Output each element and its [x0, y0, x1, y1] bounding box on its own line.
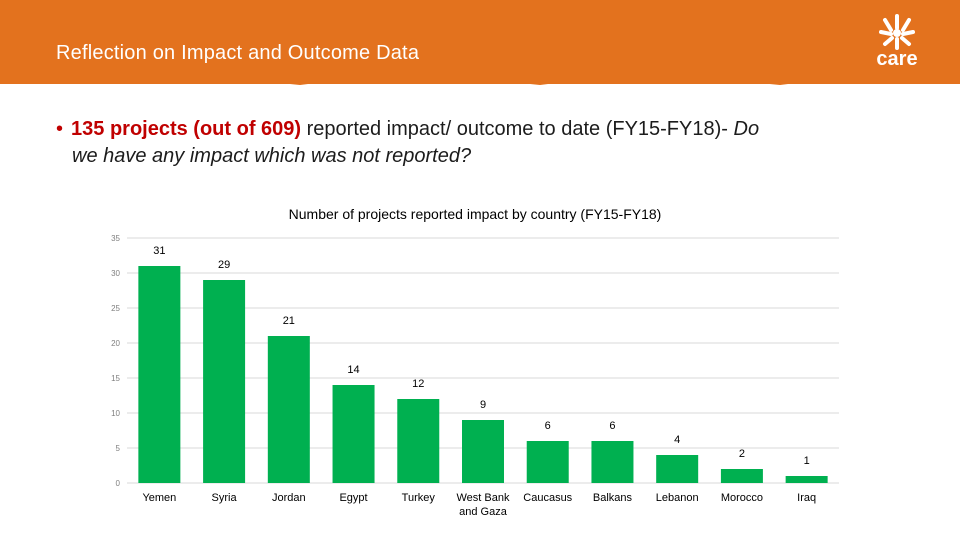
y-tick-label: 15: [111, 374, 120, 383]
slide-title: Reflection on Impact and Outcome Data: [56, 42, 420, 64]
x-tick-label: Morocco: [721, 492, 763, 504]
data-label: 2: [739, 448, 745, 460]
data-label: 6: [545, 420, 551, 432]
y-tick-label: 35: [111, 234, 120, 243]
data-label: 1: [804, 455, 810, 467]
y-tick-label: 20: [111, 339, 120, 348]
care-hands-icon: [879, 14, 915, 50]
y-tick-label: 5: [116, 444, 121, 453]
data-label: 21: [283, 315, 295, 327]
bar: [138, 266, 181, 483]
data-label: 9: [480, 399, 486, 411]
y-tick-label: 10: [111, 409, 120, 418]
care-logo-text: care: [876, 48, 918, 70]
data-label: 14: [347, 364, 359, 376]
x-tick-label: Egypt: [339, 492, 367, 504]
y-tick-label: 25: [111, 304, 120, 313]
bullet-icon: •: [56, 118, 64, 140]
bar: [203, 280, 246, 483]
data-label: 6: [609, 420, 615, 432]
bullet-question-end: we have any impact which was not reporte…: [72, 145, 472, 167]
bar: [462, 420, 504, 483]
care-logo: care: [866, 12, 936, 72]
bullet-question-start: Do: [733, 118, 760, 140]
bar: [720, 469, 763, 483]
bar: [785, 476, 828, 483]
chart-title: Number of projects reported impact by co…: [288, 206, 662, 222]
bar: [591, 441, 634, 483]
bullet-text: reported impact/ outcome to date (FY15-F…: [301, 118, 734, 140]
header-banner: [0, 0, 960, 84]
x-tick-label: Turkey: [402, 492, 436, 504]
x-tick-label: Jordan: [272, 492, 306, 504]
data-label: 4: [674, 434, 680, 446]
x-tick-label: Iraq: [797, 492, 816, 504]
y-tick-label: 0: [116, 479, 121, 488]
banner-torn-edge: [0, 74, 960, 85]
bar: [656, 455, 699, 483]
data-label: 31: [153, 245, 165, 257]
x-tick-label: Caucasus: [523, 492, 572, 504]
bar: [332, 385, 375, 483]
bullet-highlight: 135 projects (out of 609): [71, 118, 302, 140]
data-label: 29: [218, 259, 230, 271]
bar: [397, 399, 440, 483]
x-tick-label: Syria: [212, 492, 238, 504]
x-tick-label: Lebanon: [656, 492, 699, 504]
x-tick-label: Balkans: [593, 492, 633, 504]
bar: [267, 336, 310, 483]
x-tick-label: Yemen: [142, 492, 176, 504]
y-tick-label: 30: [111, 269, 120, 278]
bullet-point: • 135 projects (out of 609) reported impa…: [56, 116, 916, 170]
bar: [526, 441, 569, 483]
data-label: 12: [412, 378, 424, 390]
x-tick-label: West Bank and Gaza: [457, 492, 510, 518]
